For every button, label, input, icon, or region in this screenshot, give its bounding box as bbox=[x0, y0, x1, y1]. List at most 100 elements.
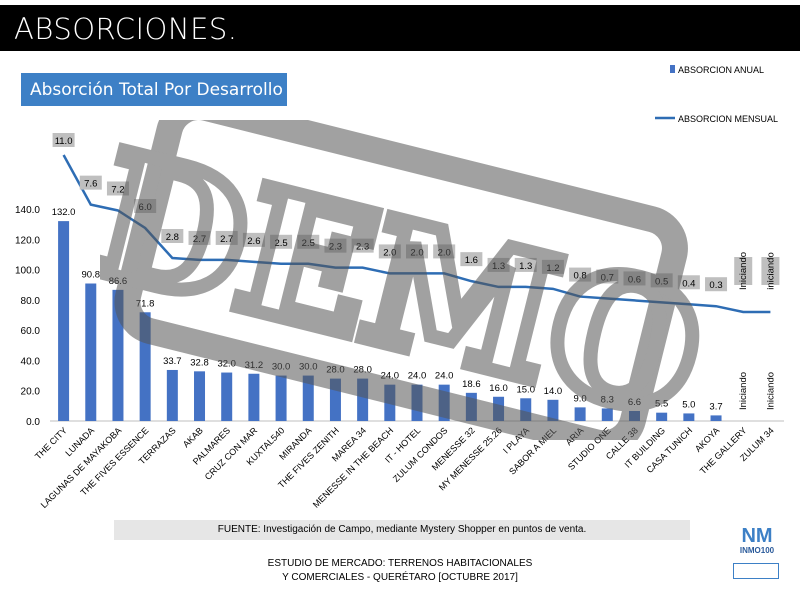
logo-mark: NM bbox=[741, 525, 772, 547]
bar-value-label: 24.0 bbox=[381, 371, 400, 382]
line-value-label: 2.0 bbox=[438, 247, 451, 258]
bar bbox=[465, 392, 477, 421]
line-value-label: 2.8 bbox=[166, 232, 179, 243]
line-value-label: 0.8 bbox=[574, 271, 587, 282]
bar-value-label: 31.2 bbox=[245, 360, 264, 371]
bar bbox=[221, 372, 233, 421]
line-value-label: 7.2 bbox=[111, 184, 124, 195]
bar-value-label: 132.0 bbox=[52, 207, 76, 218]
line-label-bg bbox=[734, 257, 753, 285]
line-value-label: 0.3 bbox=[709, 280, 722, 291]
line-label-bg bbox=[761, 257, 780, 285]
line-value-label: 2.5 bbox=[274, 238, 287, 249]
bar-value-label: 3.7 bbox=[709, 401, 722, 412]
line-value-label: 0.6 bbox=[628, 274, 641, 285]
inmo100-logo: NM INMO100 bbox=[740, 525, 775, 555]
header-bar: ABSORCIONES. bbox=[0, 5, 800, 51]
page-title: ABSORCIONES. bbox=[14, 12, 238, 46]
logo-text: INMO100 bbox=[740, 546, 775, 555]
line-value-label: 2.7 bbox=[220, 234, 233, 245]
bar bbox=[628, 411, 640, 421]
y-tick-label: 40.0 bbox=[21, 356, 41, 367]
bar-value-label: 86.6 bbox=[109, 276, 128, 287]
line-value-label: 2.6 bbox=[247, 236, 260, 247]
bar-value-label: Iniciando bbox=[738, 372, 749, 410]
bar bbox=[302, 375, 314, 421]
bar-value-label: 18.6 bbox=[462, 379, 481, 390]
bar bbox=[166, 369, 178, 421]
bar bbox=[85, 283, 97, 421]
y-tick-label: 80.0 bbox=[21, 296, 41, 307]
line-value-label: 2.3 bbox=[329, 242, 342, 253]
bar-value-label: 5.0 bbox=[682, 399, 695, 410]
bar-value-label: 28.0 bbox=[326, 365, 345, 376]
y-tick-label: 0.0 bbox=[26, 417, 40, 428]
bar bbox=[329, 378, 341, 421]
bar bbox=[574, 407, 586, 421]
line-label-bg bbox=[79, 175, 102, 190]
line-value-label: iniciando bbox=[765, 252, 776, 290]
bar-value-label: 8.3 bbox=[601, 394, 614, 405]
bar-value-label: 15.0 bbox=[516, 384, 535, 395]
line-value-label: 2.7 bbox=[193, 234, 206, 245]
y-tick-label: 120.0 bbox=[15, 235, 40, 246]
bar bbox=[411, 384, 423, 421]
bar-value-label: 24.0 bbox=[408, 371, 427, 382]
line-value-label: 0.5 bbox=[655, 276, 668, 287]
y-tick-label: 140.0 bbox=[15, 205, 40, 216]
legend-swatch-anual bbox=[670, 65, 675, 73]
line-value-label: 1.2 bbox=[546, 263, 559, 274]
bar bbox=[601, 408, 613, 421]
bar bbox=[384, 384, 396, 421]
bar-value-label: 9.0 bbox=[574, 393, 587, 404]
bar-value-label: 71.8 bbox=[136, 298, 155, 309]
bar-value-label: 5.5 bbox=[655, 399, 668, 410]
bar bbox=[58, 221, 70, 421]
source-text: FUENTE: Investigación de Campo, mediante… bbox=[217, 524, 587, 535]
bar bbox=[710, 415, 722, 421]
bar-value-label: 24.0 bbox=[435, 371, 454, 382]
footer: ESTUDIO DE MERCADO: TERRENOS HABITACIONA… bbox=[200, 557, 600, 585]
line-value-label: 1.6 bbox=[465, 255, 478, 266]
line-value-label: 2.0 bbox=[410, 247, 423, 258]
line-value-label: 7.6 bbox=[84, 179, 97, 190]
line-value-label: 2.3 bbox=[356, 242, 369, 253]
line-label-bg bbox=[52, 133, 75, 147]
line-value-label: Iniciando bbox=[738, 252, 749, 290]
bar bbox=[683, 413, 695, 421]
line-value-label: 0.4 bbox=[682, 278, 695, 289]
legend-label-anual: ABSORCION ANUAL bbox=[678, 65, 764, 75]
line-value-label: 1.3 bbox=[519, 261, 532, 272]
line-value-label: 2.0 bbox=[383, 247, 396, 258]
x-tick-label: SABOR A MIEL bbox=[507, 425, 558, 476]
chart-subtitle-box: Absorción Total Por Desarrollo bbox=[21, 73, 287, 106]
bar-value-label: Iniciando bbox=[765, 372, 776, 410]
y-tick-label: 100.0 bbox=[15, 266, 40, 277]
bar bbox=[493, 396, 505, 421]
logo-frame bbox=[733, 563, 779, 579]
bar-value-label: 6.6 bbox=[628, 397, 641, 408]
x-tick-label: ARIA bbox=[564, 425, 586, 447]
bar-value-label: 16.0 bbox=[489, 383, 508, 394]
line-value-label: 6.0 bbox=[139, 202, 152, 213]
source-bar: FUENTE: Investigación de Campo, mediante… bbox=[114, 520, 690, 540]
legend-label-mensual: ABSORCION MENSUAL bbox=[678, 114, 778, 124]
line-value-label: 0.7 bbox=[601, 273, 614, 284]
bar-value-label: 32.0 bbox=[217, 359, 236, 370]
line-value-label: 11.0 bbox=[55, 136, 73, 147]
bar bbox=[194, 371, 206, 421]
bar-value-label: 33.7 bbox=[163, 356, 182, 367]
bar bbox=[438, 384, 450, 421]
bar-value-label: 30.0 bbox=[272, 362, 291, 373]
bar bbox=[112, 289, 124, 421]
footer-line-2: Y COMERCIALES - QUERÉTARO [OCTUBRE 2017] bbox=[282, 572, 518, 583]
bar bbox=[357, 378, 369, 421]
bar-value-label: 90.8 bbox=[82, 270, 101, 281]
chart-subtitle: Absorción Total Por Desarrollo bbox=[30, 80, 283, 100]
bar bbox=[656, 412, 668, 421]
bar bbox=[520, 398, 532, 421]
footer-line-1: ESTUDIO DE MERCADO: TERRENOS HABITACIONA… bbox=[267, 558, 533, 569]
bar bbox=[139, 312, 151, 421]
bar-value-label: 32.8 bbox=[190, 357, 209, 368]
